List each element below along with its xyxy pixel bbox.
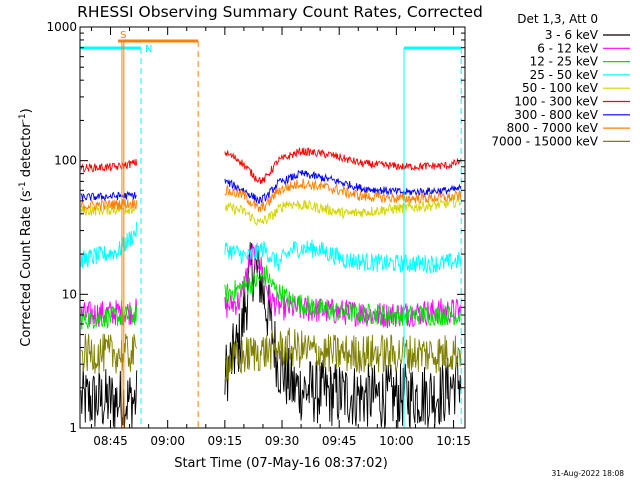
y-tick-label-1: 1 [69, 421, 77, 435]
axis-ticks: 1 10 100 1000 08:45 09:00 09:15 09:30 09:45 10:00… [46, 20, 470, 448]
legend-label-1: 3 - 6 keV [545, 28, 599, 42]
legend-label-7: 300 - 800 keV [514, 108, 598, 122]
series-line-7 [80, 169, 462, 204]
saa-label: S [120, 30, 126, 41]
night-label: N [145, 44, 152, 55]
legend-label-2: 6 - 12 keV [537, 41, 599, 55]
chart-title: RHESSI Observing Summary Count Rates, Co… [77, 3, 483, 21]
x-axis-label: Start Time (07-May-16 08:37:02) [174, 456, 388, 471]
legend-label-8: 800 - 7000 keV [507, 121, 599, 135]
y-tick-label-2: 10 [62, 287, 77, 301]
region-layer: SN [80, 30, 462, 428]
plot-frame [79, 26, 466, 429]
series-line-6 [80, 147, 462, 184]
series-line-1 [80, 242, 462, 429]
x-tick-label-4: 09:30 [265, 434, 300, 448]
legend-header: Det 1,3, Att 0 [517, 12, 598, 26]
legend-label-4: 25 - 50 keV [530, 68, 599, 82]
legend-label-3: 12 - 25 keV [530, 55, 599, 69]
x-tick-label-2: 09:00 [150, 434, 185, 448]
series-line-3 [80, 265, 462, 330]
series-layer [80, 147, 462, 429]
x-tick-label-6: 10:00 [379, 434, 414, 448]
x-tick-label-7: 10:15 [436, 434, 471, 448]
y-axis-label: Corrected Count Rate (s-1 detector-1) [18, 108, 34, 346]
series-line-8 [80, 178, 462, 212]
legend-label-6: 100 - 300 keV [514, 95, 598, 109]
x-tick-label-5: 09:45 [322, 434, 357, 448]
footer-date: 31-Aug-2022 18:08 [551, 469, 624, 478]
x-tick-label-1: 08:45 [93, 434, 128, 448]
x-tick-label-3: 09:15 [208, 434, 243, 448]
series-line-9 [80, 327, 462, 382]
series-line-4 [80, 221, 462, 274]
legend-label-9: 7000 - 15000 keV [491, 134, 598, 148]
y-tick-label-4: 1000 [46, 20, 77, 34]
legend-label-5: 50 - 100 keV [522, 81, 599, 95]
series-line-5 [80, 195, 461, 226]
y-tick-label-3: 100 [54, 154, 77, 168]
